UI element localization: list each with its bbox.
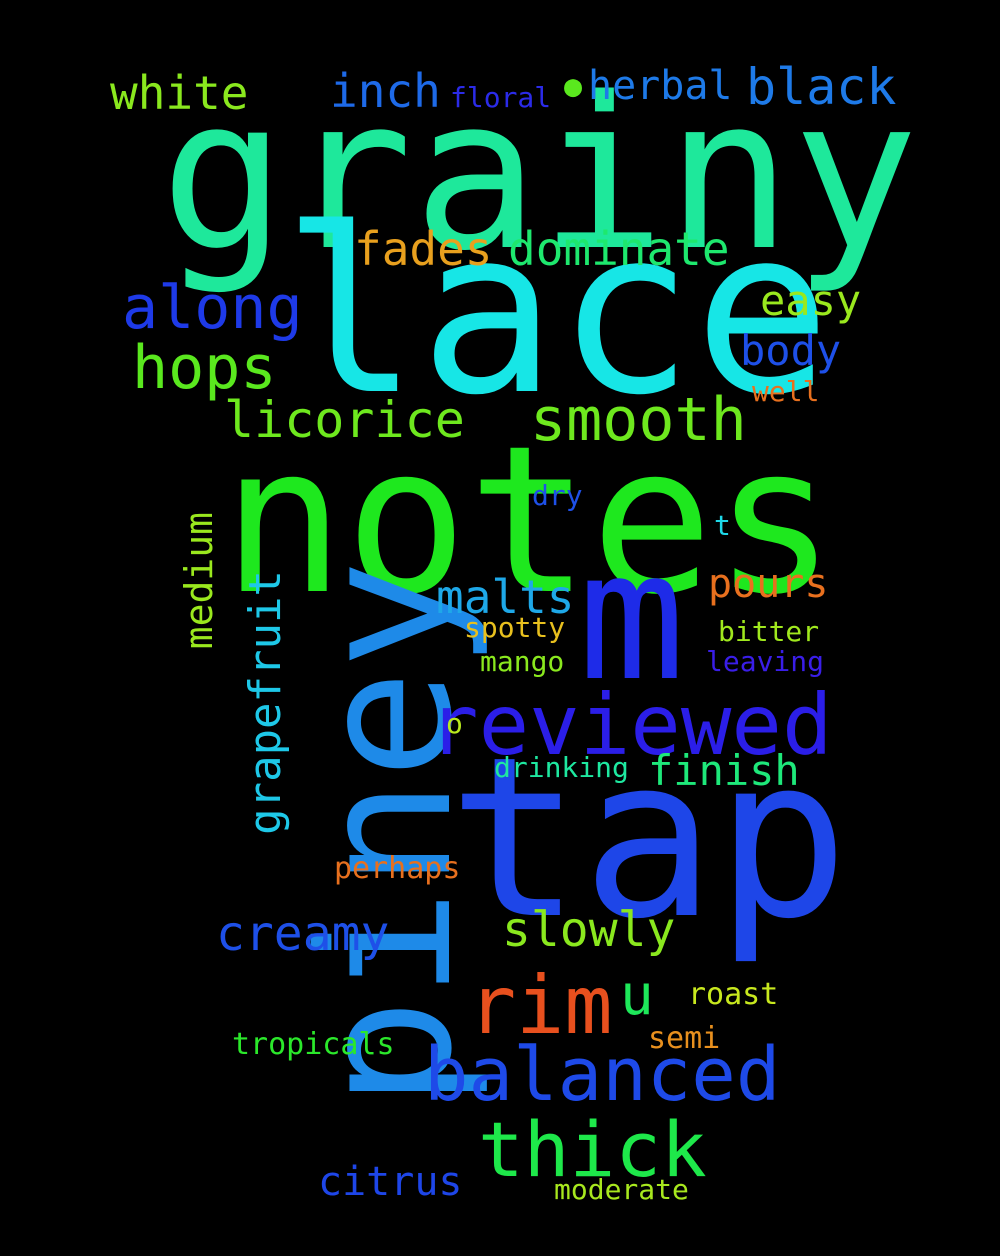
word-easy: easy <box>760 276 862 325</box>
word-semi: semi <box>648 1021 721 1056</box>
word-fades: fades <box>354 222 493 276</box>
word-citrus: citrus <box>318 1159 463 1205</box>
word-rim: rim <box>468 959 613 1052</box>
word-mango: mango <box>480 645 565 678</box>
word-notes: notes <box>222 403 837 640</box>
word-roast: roast <box>688 977 779 1012</box>
word-dry: dry <box>532 479 583 512</box>
word-moderate: moderate <box>554 1173 689 1206</box>
word-malts: malts <box>436 570 575 624</box>
word-pours: pours <box>708 561 829 607</box>
word-licorice: licorice <box>224 391 465 449</box>
word-grainy: grainy <box>160 52 919 297</box>
word-lace: lace <box>282 179 832 445</box>
word-medium: medium <box>177 512 221 650</box>
word-bitter: bitter <box>718 615 820 648</box>
word-tropicals: tropicals <box>232 1027 395 1062</box>
word-hops: hops <box>132 333 277 403</box>
word-piney: piney <box>280 560 492 1108</box>
word-black: black <box>746 58 897 116</box>
word-balanced: balanced <box>424 1032 781 1118</box>
word-creamy: creamy <box>216 906 390 962</box>
word-body: body <box>740 326 842 375</box>
word-m: m <box>578 513 686 720</box>
word-t: t <box>714 509 731 542</box>
word-well: well <box>752 375 820 408</box>
word-dominate: dominate <box>508 222 730 276</box>
word-along: along <box>122 273 303 343</box>
word-thick: thick <box>478 1105 707 1194</box>
word-o: o <box>446 707 463 740</box>
word-perhaps: perhaps <box>334 851 461 886</box>
word-dot: ● <box>564 69 583 104</box>
word-finish: finish <box>648 746 800 795</box>
word-inch: inch <box>330 64 441 118</box>
word-slowly: slowly <box>502 902 676 958</box>
word-drinking: drinking <box>494 751 629 784</box>
word-herbal: herbal <box>588 63 733 109</box>
word-u: u <box>620 963 654 1028</box>
word-grapefruit: grapefruit <box>240 570 291 835</box>
word-leaving: leaving <box>706 645 825 678</box>
word-smooth: smooth <box>530 385 747 455</box>
word-floral: floral <box>450 81 552 114</box>
word-tap: tap <box>448 710 849 968</box>
word-white: white <box>110 66 249 120</box>
word-reviewed: reviewed <box>428 676 833 774</box>
word-spotty: spotty <box>464 611 566 644</box>
